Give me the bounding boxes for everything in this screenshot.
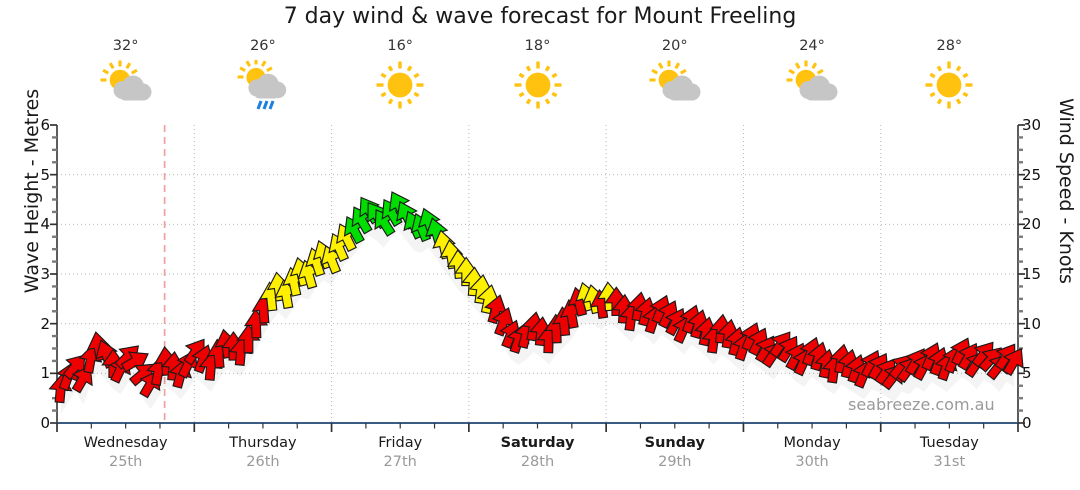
- day-date: 29th: [658, 454, 692, 470]
- day-header-saturday: 18°: [478, 38, 598, 112]
- day-temperature: 26°: [250, 38, 276, 54]
- y-tick-right: 25: [1022, 165, 1042, 184]
- day-header-sunday: 20°: [615, 38, 735, 112]
- wind-arrow: [243, 308, 269, 339]
- y-tick-left: 2: [40, 314, 50, 333]
- day-name: Thursday: [229, 435, 297, 451]
- partly-cloudy-icon: [786, 60, 838, 101]
- y-tick-right: 20: [1022, 215, 1042, 234]
- y-tick-left: 5: [40, 165, 50, 184]
- day-name: Friday: [378, 435, 423, 451]
- y-tick-left: 3: [40, 265, 50, 283]
- y-tick-right: 30: [1022, 116, 1042, 134]
- y-tick-right: 5: [1022, 364, 1032, 383]
- x-axis-label-wednesday: Wednesday 25th: [56, 434, 196, 472]
- wind-arrow: [1002, 347, 1024, 377]
- x-axis-label-tuesday: Tuesday 31st: [879, 434, 1019, 472]
- day-name: Sunday: [644, 435, 705, 451]
- partly-cloudy-icon: [615, 60, 735, 112]
- partly-cloudy-icon: [66, 60, 186, 112]
- day-date: 26th: [246, 454, 280, 470]
- day-date: 27th: [383, 454, 417, 470]
- day-temperature: 32°: [112, 38, 139, 54]
- sunny-icon: [376, 61, 424, 109]
- day-name: Monday: [783, 435, 841, 451]
- y-tick-right: 0: [1022, 414, 1032, 432]
- partly-cloudy-icon: [100, 60, 152, 101]
- y-tick-left: 4: [40, 215, 50, 234]
- day-temperature: 24°: [799, 38, 825, 54]
- wind-arrow: [236, 323, 261, 354]
- sunny-icon: [889, 60, 1009, 112]
- sunny-icon: [925, 61, 973, 109]
- day-temperature: 18°: [524, 38, 551, 54]
- wind-arrow: [71, 365, 93, 394]
- y-tick-right: 10: [1022, 314, 1042, 333]
- day-header-tuesday: 28°: [889, 38, 1009, 112]
- x-axis-label-thursday: Thursday 26th: [193, 434, 333, 472]
- x-axis-label-saturday: Saturday 28th: [468, 434, 608, 472]
- day-date: 30th: [795, 454, 829, 470]
- y-axis-right-ticks: 0 5 10 15 20 25 30: [1022, 0, 1062, 490]
- page-title: 7 day wind & wave forecast for Mount Fre…: [283, 4, 797, 29]
- wind-arrow-series: [48, 191, 1024, 404]
- y-tick-right: 15: [1022, 265, 1042, 283]
- sunny-icon: [478, 60, 598, 112]
- y-axis-left-ticks: 0 1 2 3 4 5 6: [20, 0, 50, 490]
- rain-shower-icon: [203, 60, 323, 112]
- day-temperature: 20°: [661, 38, 688, 54]
- x-axis-label-sunday: Sunday 29th: [605, 434, 745, 472]
- sunny-icon: [340, 60, 460, 112]
- day-header-monday: 24°: [752, 38, 872, 112]
- day-date: 31st: [933, 454, 966, 470]
- x-axis-label-monday: Monday 30th: [742, 434, 882, 472]
- partly-cloudy-icon: [649, 60, 701, 101]
- arrow-shadow-band: [60, 210, 1015, 415]
- day-date: 25th: [108, 454, 143, 470]
- watermark: seabreeze.com.au: [848, 395, 995, 414]
- day-header-wednesday: 32°: [66, 38, 186, 112]
- partly-cloudy-icon: [752, 60, 872, 112]
- day-name: Tuesday: [919, 435, 979, 451]
- day-header-thursday: 26°: [203, 38, 323, 112]
- day-header-friday: 16°: [340, 38, 460, 112]
- day-name: Saturday: [500, 435, 575, 451]
- day-name: Wednesday: [83, 435, 168, 451]
- sunny-icon: [514, 61, 561, 109]
- y-tick-left: 1: [40, 364, 50, 383]
- day-date: 28th: [520, 454, 555, 470]
- rain-shower-icon: [237, 60, 287, 110]
- day-temperature: 28°: [936, 38, 963, 54]
- day-temperature: 16°: [387, 38, 414, 54]
- x-axis-label-friday: Friday 27th: [330, 434, 470, 472]
- y-tick-left: 6: [40, 116, 50, 134]
- y-tick-left: 0: [40, 414, 50, 432]
